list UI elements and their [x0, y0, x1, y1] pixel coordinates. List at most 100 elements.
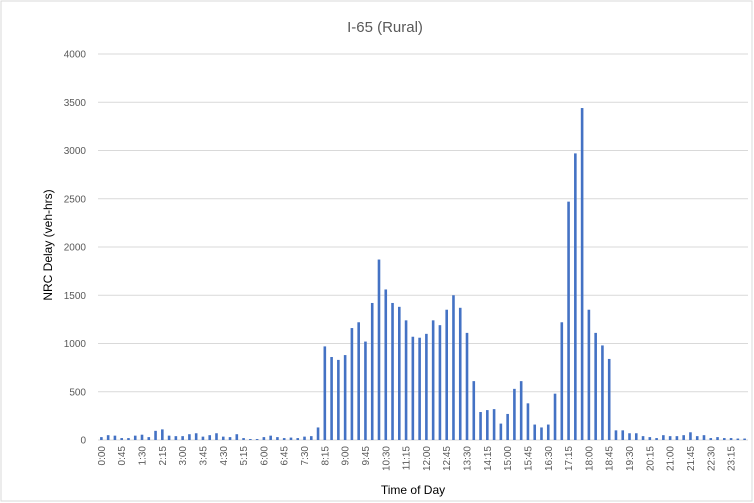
- x-tick-label: 9:00: [341, 446, 352, 466]
- bar: [296, 438, 300, 440]
- x-tick-label: 12:45: [442, 446, 453, 471]
- bar: [350, 328, 354, 440]
- x-tick-label: 19:30: [625, 446, 636, 471]
- bar: [499, 423, 503, 440]
- x-tick-label: 18:00: [584, 446, 595, 471]
- bar: [662, 435, 665, 440]
- y-tick-label: 1500: [64, 291, 87, 302]
- bar: [445, 309, 448, 440]
- bar: [418, 337, 421, 440]
- bar: [641, 436, 645, 440]
- bar: [330, 357, 333, 440]
- bar: [377, 259, 381, 440]
- bar: [425, 333, 428, 440]
- x-tick-label: 1:30: [138, 446, 149, 466]
- x-tick-label: 0:00: [97, 446, 108, 466]
- x-tick-label: 21:00: [666, 446, 677, 471]
- bar: [614, 430, 618, 440]
- bar: [479, 412, 482, 440]
- x-tick-label: 3:00: [178, 446, 189, 466]
- bar: [120, 438, 123, 440]
- bar: [140, 434, 144, 440]
- bar: [553, 393, 557, 440]
- bar: [154, 430, 157, 440]
- x-tick-label: 15:45: [523, 446, 534, 471]
- bar: [716, 437, 719, 440]
- bar: [668, 436, 672, 440]
- y-tick-label: 500: [69, 387, 86, 398]
- x-tick-label: 23:15: [727, 446, 738, 471]
- bar: [655, 438, 658, 440]
- bar: [526, 403, 530, 440]
- bar: [106, 435, 110, 440]
- bar: [364, 341, 367, 440]
- y-tick-label: 2500: [64, 194, 87, 205]
- x-tick-label: 7:30: [300, 446, 311, 466]
- x-tick-label: 12:00: [422, 446, 433, 471]
- bar: [235, 434, 239, 440]
- bar: [181, 436, 184, 440]
- bar: [194, 433, 198, 440]
- x-tick-label: 4:30: [219, 446, 230, 466]
- bar: [215, 433, 218, 440]
- bar: [161, 429, 164, 440]
- y-tick-label: 0: [80, 436, 86, 447]
- bar: [431, 320, 435, 440]
- x-tick-label: 8:15: [320, 446, 331, 466]
- bar: [147, 437, 151, 440]
- bar: [736, 438, 740, 440]
- x-tick-label: 2:15: [158, 446, 169, 466]
- bar: [438, 325, 442, 440]
- bar: [167, 435, 171, 440]
- bar: [404, 320, 408, 440]
- bar: [695, 436, 699, 440]
- bar: [221, 436, 225, 440]
- y-tick-label: 3500: [64, 98, 87, 109]
- x-tick-label: 9:45: [361, 446, 372, 466]
- x-tick-label: 15:00: [503, 446, 514, 471]
- y-tick-label: 2000: [64, 243, 87, 254]
- bar: [621, 430, 625, 440]
- bar: [560, 322, 564, 440]
- x-tick-label: 20:15: [645, 446, 656, 471]
- x-tick-label: 6:45: [280, 446, 291, 466]
- bar: [269, 435, 272, 440]
- bar: [723, 438, 726, 440]
- bar: [546, 424, 550, 440]
- y-tick-label: 3000: [64, 146, 87, 157]
- bar: [729, 438, 733, 440]
- bar: [370, 302, 374, 440]
- bar: [242, 438, 245, 440]
- bar: [506, 413, 509, 440]
- x-tick-label: 6:00: [259, 446, 270, 466]
- y-tick-label: 1000: [64, 339, 87, 350]
- bar: [574, 153, 577, 440]
- bar: [133, 435, 137, 440]
- x-tick-label: 22:30: [706, 446, 717, 471]
- bar: [519, 381, 523, 440]
- y-tick-label: 4000: [64, 50, 87, 61]
- bar: [262, 437, 266, 440]
- bar: [743, 438, 746, 440]
- bar: [201, 436, 205, 440]
- bar: [113, 435, 117, 440]
- bar: [100, 437, 103, 440]
- x-tick-label: 14:15: [483, 446, 494, 471]
- bar: [452, 295, 455, 440]
- x-tick-label: 10:30: [381, 446, 392, 471]
- bar: [249, 439, 252, 440]
- bar: [533, 424, 537, 440]
- bar: [709, 438, 713, 440]
- bar: [255, 439, 259, 440]
- bar: [316, 427, 320, 440]
- bar: [391, 302, 394, 440]
- bar: [323, 346, 327, 440]
- bar: [411, 336, 415, 440]
- x-tick-label: 18:45: [605, 446, 616, 471]
- bar: [689, 432, 692, 440]
- bar: [580, 108, 584, 440]
- bar: [174, 436, 178, 440]
- bar: [587, 309, 591, 440]
- x-tick-label: 3:45: [198, 446, 209, 466]
